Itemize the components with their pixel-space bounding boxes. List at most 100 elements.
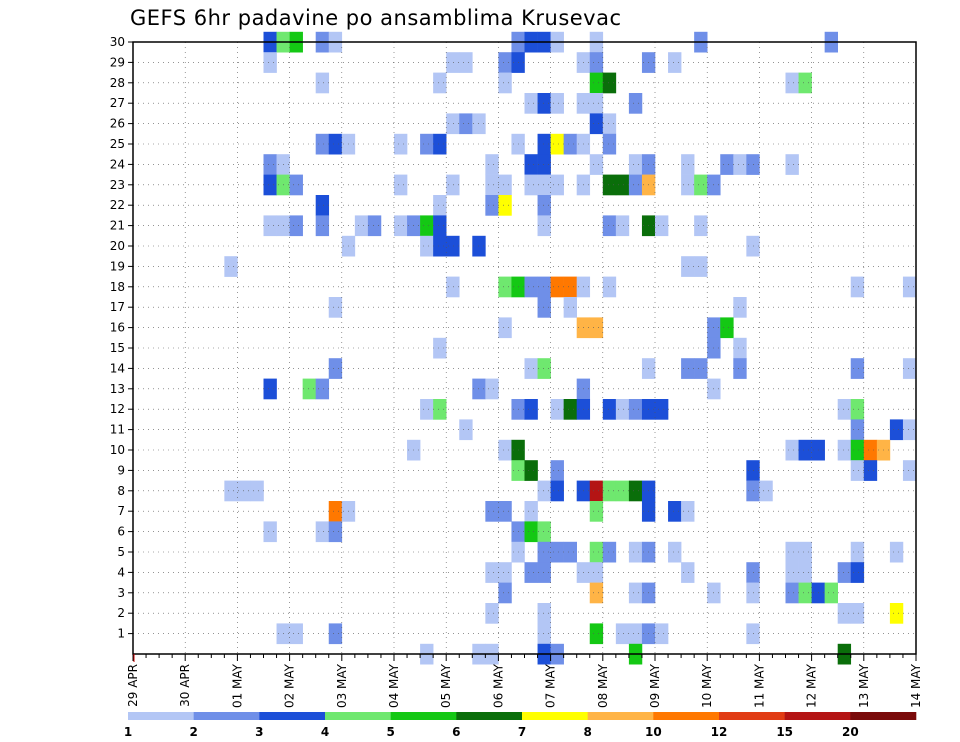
- heatmap-cell: [263, 378, 277, 400]
- heatmap-cell: [367, 215, 382, 237]
- heatmap-cell: [433, 215, 447, 237]
- heatmap-cell: [628, 480, 643, 502]
- heatmap-cell: [446, 52, 460, 73]
- y-tick-label: 15: [110, 341, 125, 355]
- heatmap-cell: [498, 501, 512, 522]
- heatmap-cell: [394, 215, 408, 237]
- heatmap-cell: [537, 93, 551, 114]
- y-tick-label: 11: [110, 423, 125, 437]
- heatmap-cell: [446, 174, 460, 196]
- x-tick-label: 14 MAY: [909, 663, 923, 708]
- y-tick-label: 22: [110, 198, 125, 212]
- heatmap-cell: [850, 460, 865, 481]
- heatmap-cell: [850, 562, 865, 583]
- heatmap-cell: [837, 562, 852, 583]
- heatmap-cell: [655, 623, 669, 645]
- heatmap-cell: [668, 501, 682, 522]
- y-tick-label: 14: [110, 361, 125, 375]
- heatmap-cell: [628, 93, 643, 114]
- colorbar-swatch: [587, 712, 654, 720]
- heatmap-cell: [550, 399, 564, 420]
- heatmap-cell: [589, 72, 604, 94]
- heatmap-cell: [537, 562, 551, 583]
- heatmap-cell: [785, 582, 799, 604]
- heatmap-cell: [798, 439, 812, 461]
- y-tick-label: 7: [117, 504, 125, 518]
- y-tick-label: 19: [110, 259, 125, 273]
- heatmap-cell: [524, 399, 538, 420]
- heatmap-cell: [902, 276, 917, 298]
- heatmap-cell: [315, 133, 330, 155]
- y-tick-label: 25: [110, 137, 125, 151]
- colorbar-label: 10: [645, 725, 662, 739]
- heatmap-cell: [602, 72, 617, 94]
- heatmap-cell: [563, 297, 577, 318]
- heatmap-cell: [550, 93, 564, 114]
- heatmap-cell: [459, 419, 473, 441]
- y-tick-label: 23: [110, 178, 125, 192]
- heatmap-cell: [420, 399, 434, 420]
- x-tick-label: 29 APR: [126, 664, 140, 707]
- heatmap-cell: [289, 215, 303, 237]
- grid-lines: [133, 41, 916, 654]
- heatmap-cell: [798, 582, 812, 604]
- heatmap-cell: [602, 174, 617, 196]
- heatmap-cell: [263, 521, 277, 543]
- heatmap-cell: [250, 480, 264, 502]
- heatmap-cell: [289, 623, 303, 645]
- x-tick-label: 10 MAY: [700, 663, 714, 708]
- heatmap-cell: [354, 215, 369, 237]
- heatmap-cell: [602, 399, 617, 420]
- colorbar-swatch: [390, 712, 457, 720]
- y-tick-label: 17: [110, 300, 125, 314]
- heatmap-cell: [798, 562, 812, 583]
- heatmap-cell: [459, 113, 473, 135]
- heatmap-cell: [498, 174, 512, 196]
- heatmap-cell: [563, 541, 577, 563]
- heatmap-cell: [720, 154, 734, 175]
- colorbar-label: 2: [189, 725, 197, 739]
- y-tick-label: 30: [110, 35, 125, 49]
- heatmap-cell: [524, 154, 538, 175]
- heatmap-cell: [446, 235, 460, 257]
- heatmap-cell: [433, 235, 447, 257]
- heatmap-cell: [602, 480, 617, 502]
- heatmap-cell: [668, 52, 682, 73]
- heatmap-cell: [733, 154, 747, 175]
- heatmap-cell: [589, 93, 604, 114]
- heatmap-cell: [485, 378, 499, 400]
- heatmap-cell: [655, 215, 669, 237]
- heatmap-cell: [785, 154, 799, 175]
- x-tick-label: 09 MAY: [648, 663, 662, 708]
- heatmap-cell: [863, 460, 878, 481]
- y-tick-label: 1: [117, 627, 125, 641]
- heatmap-cell: [524, 521, 538, 543]
- y-tick-label: 27: [110, 96, 125, 110]
- heatmap-cell: [563, 399, 577, 420]
- heatmap-cell: [498, 276, 512, 298]
- heatmap-cell: [550, 541, 564, 563]
- colorbar-label: 7: [518, 725, 526, 739]
- colorbar-swatch: [653, 712, 720, 720]
- heatmap-cell: [537, 480, 551, 502]
- x-tick-label: 11 MAY: [752, 663, 766, 708]
- heatmap-cell: [589, 541, 604, 563]
- heatmap-cell: [550, 480, 564, 502]
- y-tick-label: 21: [110, 219, 125, 233]
- heatmap-cell: [628, 541, 643, 563]
- heatmap-cell: [655, 399, 669, 420]
- colorbar-label: 3: [255, 725, 263, 739]
- heatmap-cell: [537, 154, 551, 175]
- colorbar-label: 20: [842, 725, 859, 739]
- heatmap-cell: [902, 358, 917, 379]
- heatmap-cell: [537, 195, 551, 216]
- heatmap-cell: [315, 215, 330, 237]
- heatmap-cell: [498, 562, 512, 583]
- colorbar-label: 6: [452, 725, 460, 739]
- heatmap-cell: [720, 317, 734, 339]
- x-tick-label: 08 MAY: [596, 663, 610, 708]
- heatmap-cell: [524, 276, 538, 298]
- x-tick-label: 05 MAY: [439, 663, 453, 708]
- heatmap-cell: [537, 541, 551, 563]
